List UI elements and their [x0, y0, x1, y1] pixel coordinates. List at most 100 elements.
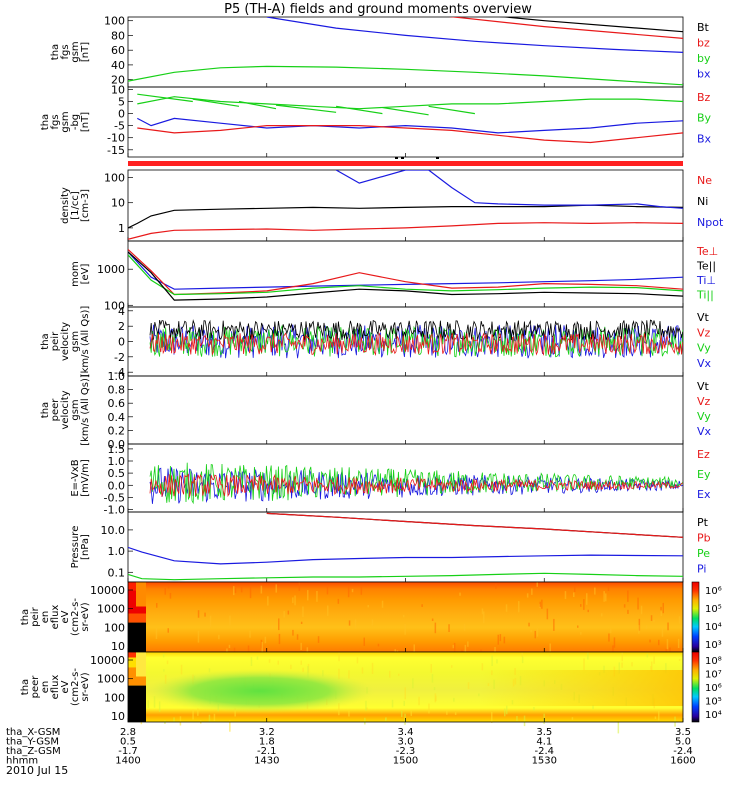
y-axis-label-line: [nT]	[80, 42, 91, 62]
legend-entry: Pi	[697, 563, 706, 576]
y-tick-label: 1.0	[108, 455, 126, 468]
legend-entry: Ex	[697, 488, 711, 501]
legend-entry: Bt	[697, 21, 710, 34]
legend: Te⊥ Te||Ti⊥ Ti||	[696, 245, 718, 302]
y-tick-label: 10	[111, 710, 125, 723]
y-axis-label-line: sr-eV)	[80, 672, 91, 701]
legend-entry: Bz	[697, 91, 711, 104]
y-tick-label: 0.6	[108, 397, 126, 410]
y-axis-label-line: peer	[50, 398, 61, 422]
y-axis-label: tha peir velocity gsm [km/s (All Qs)]	[40, 306, 91, 378]
orbit-row-value: 4.1	[536, 737, 552, 748]
series-line-Ti||	[128, 254, 683, 296]
legend-entry: Vz	[697, 395, 711, 408]
series-line-Pe	[128, 572, 683, 581]
panel-frame	[127, 16, 684, 88]
orbit-row-value: 3.0	[398, 737, 414, 748]
legend: Pt Pb Pe Pi	[697, 516, 711, 576]
y-axis-label-line: E=-VxB	[70, 459, 81, 496]
y-tick-label: 10	[111, 83, 125, 96]
series-line-Vx	[149, 324, 683, 359]
legend-entry: Ti||	[696, 289, 714, 302]
plot-area	[149, 319, 683, 359]
orbit-row-label: hhmm	[6, 756, 38, 767]
legend-entry: Bx	[697, 132, 712, 145]
colorbar-tick-label: 10⁶	[705, 683, 722, 694]
legend-entry: Te⊥	[696, 245, 718, 258]
y-tick-label: 1	[118, 222, 125, 235]
y-axis-label: tha peer en eflux eV (cm2-s-sr-eV)	[20, 668, 91, 706]
y-tick-label: 0	[118, 336, 125, 349]
y-tick-label: 0.0	[108, 438, 126, 451]
orbit-row-value: -2.1	[257, 746, 277, 757]
legend-entry: Vx	[697, 357, 712, 370]
panel-peer_spectrogram: 10⁸ 10⁷ 10⁶ 10⁵ 10⁴ 10000 1000 100 10 tha peer en ef…	[20, 651, 722, 734]
legend-entry: Vy	[697, 342, 711, 355]
series-line-Vz	[149, 332, 683, 356]
panel-peir_velocity: 4 2 0 -2 -4 tha peir velocity gsm [km/s (All Qs)]…	[40, 305, 712, 379]
y-tick-label: 100	[104, 299, 125, 312]
plot-area	[128, 249, 683, 301]
series-line-Ez	[149, 473, 683, 498]
early-interval-column	[128, 652, 146, 722]
y-axis-label-line: Pressure	[70, 526, 81, 569]
y-axis-label-line: peer	[30, 675, 41, 699]
y-tick-label: 100	[104, 691, 125, 704]
legend-entry: Pb	[697, 532, 711, 545]
y-tick-label: 10.0	[101, 524, 126, 537]
y-tick-label: -2	[114, 351, 125, 364]
orbit-row-value: 1.8	[259, 737, 275, 748]
legend-entry: by	[697, 52, 711, 65]
y-tick-label: 1000	[97, 603, 125, 616]
orbit-row-value: 1500	[393, 756, 418, 767]
y-axis-label-line: mom	[70, 261, 81, 287]
series-line-Ti⊥	[128, 251, 683, 290]
plot-area	[128, 512, 683, 581]
y-axis-label-line: peir	[30, 606, 41, 626]
y-tick-label: 10	[111, 197, 125, 210]
y-tick-label: 0.2	[108, 424, 126, 437]
low-flux-region	[145, 669, 375, 713]
y-axis-label-line: peir	[50, 331, 61, 351]
y-axis-label: tha fgs gsm [nT]	[50, 41, 91, 62]
colorbar: 10⁸ 10⁷ 10⁶ 10⁵ 10⁴	[691, 651, 722, 723]
orbit-row-value: -2.3	[396, 746, 416, 757]
y-tick-label: 10000	[90, 654, 125, 667]
y-axis-label: E=-VxB [mV/m]	[70, 459, 91, 497]
legend-entry: Pt	[697, 516, 709, 529]
orbit-row-value: -2.4	[535, 746, 555, 757]
y-tick-label: 10	[111, 640, 125, 653]
colorbar-tick-label: 10⁴	[705, 622, 722, 633]
legend-entry: Ey	[697, 468, 711, 481]
orbit-row-value: -2.4	[673, 746, 693, 757]
panel-density: 100 10 1 density [1/cc] [cm-3] Ne Ni Npot	[60, 169, 724, 242]
y-tick-label: 60	[111, 44, 125, 57]
y-axis-label-line: [mV/m]	[80, 459, 91, 497]
legend-entry: Ez	[697, 448, 710, 461]
y-tick-label: 1000	[97, 263, 125, 276]
orbit-row-value: 3.5	[675, 727, 691, 738]
y-axis-label-line: tha	[40, 333, 51, 349]
legend: Vt Vz Vy Vx	[697, 380, 712, 438]
orbit-row-value: 5.0	[675, 737, 691, 748]
y-axis-label: density [1/cc] [cm-3]	[60, 187, 91, 224]
y-tick-label: 100	[104, 172, 125, 185]
legend: Bt bz by bx	[697, 21, 711, 81]
series-line-Ex	[149, 467, 683, 504]
y-tick-label: 40	[111, 59, 125, 72]
y-axis-label-line: fgs	[60, 44, 71, 59]
y-axis-label: tha peir en eflux eV (cm2-s-sr-eV)	[20, 598, 91, 636]
y-axis-label-line: tha	[40, 114, 51, 130]
y-tick-label: 1000	[97, 673, 125, 686]
orbit-row-value: 1430	[254, 756, 279, 767]
colorbar-tick-label: 10³	[705, 640, 722, 651]
y-tick-label: 0.8	[108, 384, 126, 397]
orbit-row-value: 2.8	[120, 727, 136, 738]
series-line-By	[137, 96, 683, 110]
y-axis-label: mom [eV]	[70, 261, 91, 287]
by-sawtooth-overlay	[137, 93, 475, 116]
series-line-Pb	[266, 512, 683, 538]
y-tick-label: 0.0	[108, 479, 126, 492]
legend-entry: Vz	[697, 326, 711, 339]
